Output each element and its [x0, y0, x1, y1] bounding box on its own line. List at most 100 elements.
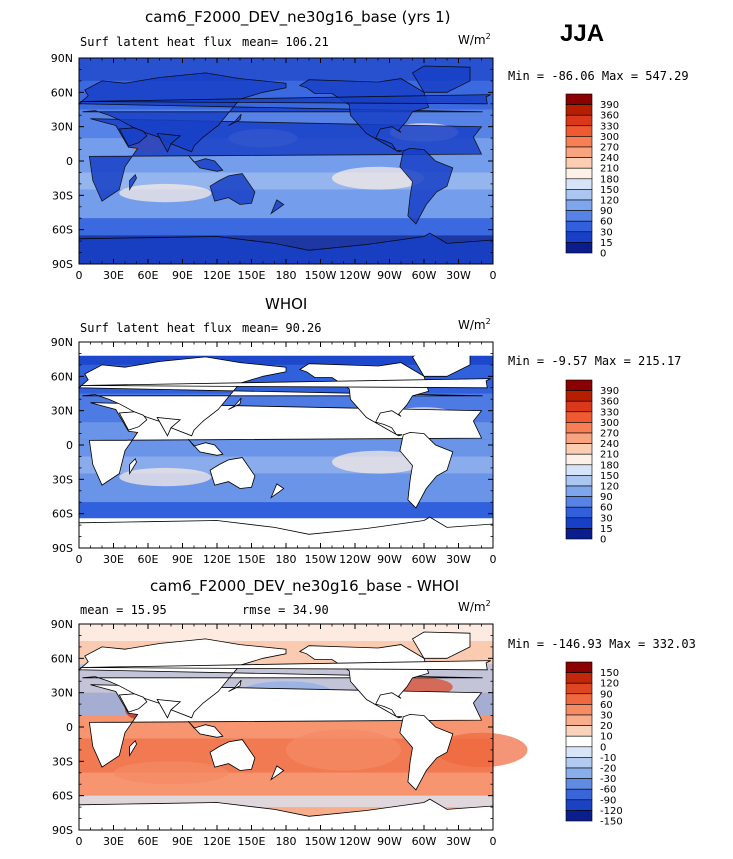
- colorbar-swatch: [565, 189, 593, 201]
- panel-3-title: cam6_F2000_DEV_ne30g16_base - WHOI: [150, 577, 460, 595]
- panel-3-rmse-label: rmse = 34.90: [242, 603, 329, 617]
- coastline-australia: [209, 457, 256, 489]
- lon-tick-label: 60E: [138, 835, 159, 848]
- lat-tick-label: 30N: [51, 687, 73, 700]
- lon-tick-label: 30W: [446, 835, 471, 848]
- coastline-uk: [80, 378, 491, 389]
- coastline-greenland: [411, 65, 471, 93]
- lon-tick-label: 180: [276, 269, 297, 282]
- lon-tick-label: 120E: [203, 269, 231, 282]
- lat-tick-label: 60S: [52, 790, 73, 803]
- lon-tick-label: 150W: [305, 269, 337, 282]
- panel-3-mean-label: mean = 15.95: [80, 603, 167, 617]
- colorbar-swatch: [565, 757, 593, 769]
- colorbar-label: 210: [600, 450, 619, 461]
- coastline-australia: [209, 739, 256, 771]
- colorbar-swatch: [565, 810, 593, 822]
- field-feature: [119, 183, 212, 203]
- lat-tick-label: 30S: [52, 189, 73, 202]
- colorbar-label: 120: [600, 679, 619, 690]
- lon-tick-label: 0: [490, 269, 497, 282]
- colorbar-swatch: [565, 104, 593, 116]
- colorbar-swatch: [565, 178, 593, 190]
- colorbar-label: -30: [600, 774, 616, 785]
- lon-tick-label: 150E: [238, 269, 266, 282]
- colorbar-swatch: [565, 725, 593, 737]
- colorbar-swatch: [565, 735, 593, 748]
- lon-tick-label: 90W: [377, 835, 402, 848]
- lon-tick-label: 60E: [138, 553, 159, 566]
- panel-1-units: W/m2: [458, 32, 491, 47]
- colorbar-label: 30: [600, 227, 613, 238]
- colorbar-label: 150: [600, 668, 619, 679]
- coastline-seasia_is: [187, 721, 224, 738]
- lon-tick-label: 150W: [305, 553, 337, 566]
- lat-tick-label: 90S: [52, 824, 73, 837]
- panel-3-units: W/m2: [458, 599, 491, 614]
- lat-tick-label: 30S: [52, 473, 73, 486]
- colorbar-label: 60: [600, 217, 613, 228]
- lon-tick-label: 60E: [138, 269, 159, 282]
- lon-tick-label: 120E: [203, 835, 231, 848]
- lon-tick-label: 150W: [305, 835, 337, 848]
- colorbar-swatch: [565, 400, 593, 413]
- colorbar-label: 240: [600, 439, 619, 450]
- colorbar-swatch: [565, 210, 593, 222]
- lat-tick-label: 30N: [51, 121, 73, 134]
- coastline-india: [156, 417, 182, 437]
- colorbar-swatch: [565, 475, 593, 487]
- panel-3-minmax: Min = -146.93 Max = 332.03: [508, 637, 696, 651]
- colorbar-swatch: [565, 496, 593, 508]
- lat-tick-label: 90S: [52, 542, 73, 555]
- colorbar-label: 15: [600, 238, 613, 249]
- coastline-japan: [228, 679, 242, 692]
- coastline-uk: [80, 660, 491, 671]
- coastline-arabia: [118, 411, 148, 431]
- colorbar-swatch: [565, 443, 593, 455]
- colorbar-swatch: [565, 125, 593, 137]
- lat-tick-label: 30S: [52, 755, 73, 768]
- colorbar-label: -90: [600, 795, 616, 806]
- colorbar-label: -120: [600, 806, 623, 817]
- colorbar-swatch: [565, 693, 593, 705]
- colorbar-swatch: [565, 136, 593, 148]
- field-band: [79, 795, 493, 808]
- lon-tick-label: 30W: [446, 269, 471, 282]
- coastline-s_america: [399, 147, 454, 225]
- colorbar-label: 120: [600, 196, 619, 207]
- lon-tick-label: 90E: [172, 553, 193, 566]
- lon-tick-label: 150E: [238, 835, 266, 848]
- colorbar-label: 0: [600, 249, 606, 260]
- colorbar-swatch: [565, 672, 593, 684]
- colorbar-swatch: [565, 464, 593, 476]
- colorbar-label: 240: [600, 153, 619, 164]
- colorbar-label: -20: [600, 764, 616, 775]
- lat-tick-label: 90N: [51, 52, 73, 65]
- colorbar-label: 210: [600, 164, 619, 175]
- panel-1-map: [77, 57, 494, 265]
- colorbar-label: 30: [600, 513, 613, 524]
- colorbar-label: 30: [600, 711, 613, 722]
- lat-tick-label: 0: [66, 155, 73, 168]
- colorbar-label: 360: [600, 397, 619, 408]
- colorbar-swatch: [565, 485, 593, 497]
- colorbar-label: 180: [600, 460, 619, 471]
- lat-tick-label: 60S: [52, 508, 73, 521]
- colorbar-swatch: [565, 767, 593, 779]
- panel-1-title: cam6_F2000_DEV_ne30g16_base (yrs 1): [145, 8, 451, 26]
- coastline-arabia: [118, 693, 148, 713]
- coastline-nz: [270, 483, 285, 499]
- coastline-uk: [80, 94, 491, 105]
- coastline-japan: [228, 397, 242, 410]
- colorbar-swatch: [565, 157, 593, 169]
- colorbar-label: -10: [600, 753, 616, 764]
- colorbar-label: 90: [600, 689, 613, 700]
- colorbar-swatch: [565, 93, 593, 105]
- colorbar-label: 20: [600, 721, 613, 732]
- panel-1-variable-label: Surf latent heat flux: [80, 35, 232, 49]
- colorbar-swatch: [565, 453, 593, 466]
- coastline-eurasia: [77, 638, 483, 719]
- coastline-india: [156, 133, 182, 153]
- colorbar-label: 60: [600, 503, 613, 514]
- field-feature: [332, 450, 424, 474]
